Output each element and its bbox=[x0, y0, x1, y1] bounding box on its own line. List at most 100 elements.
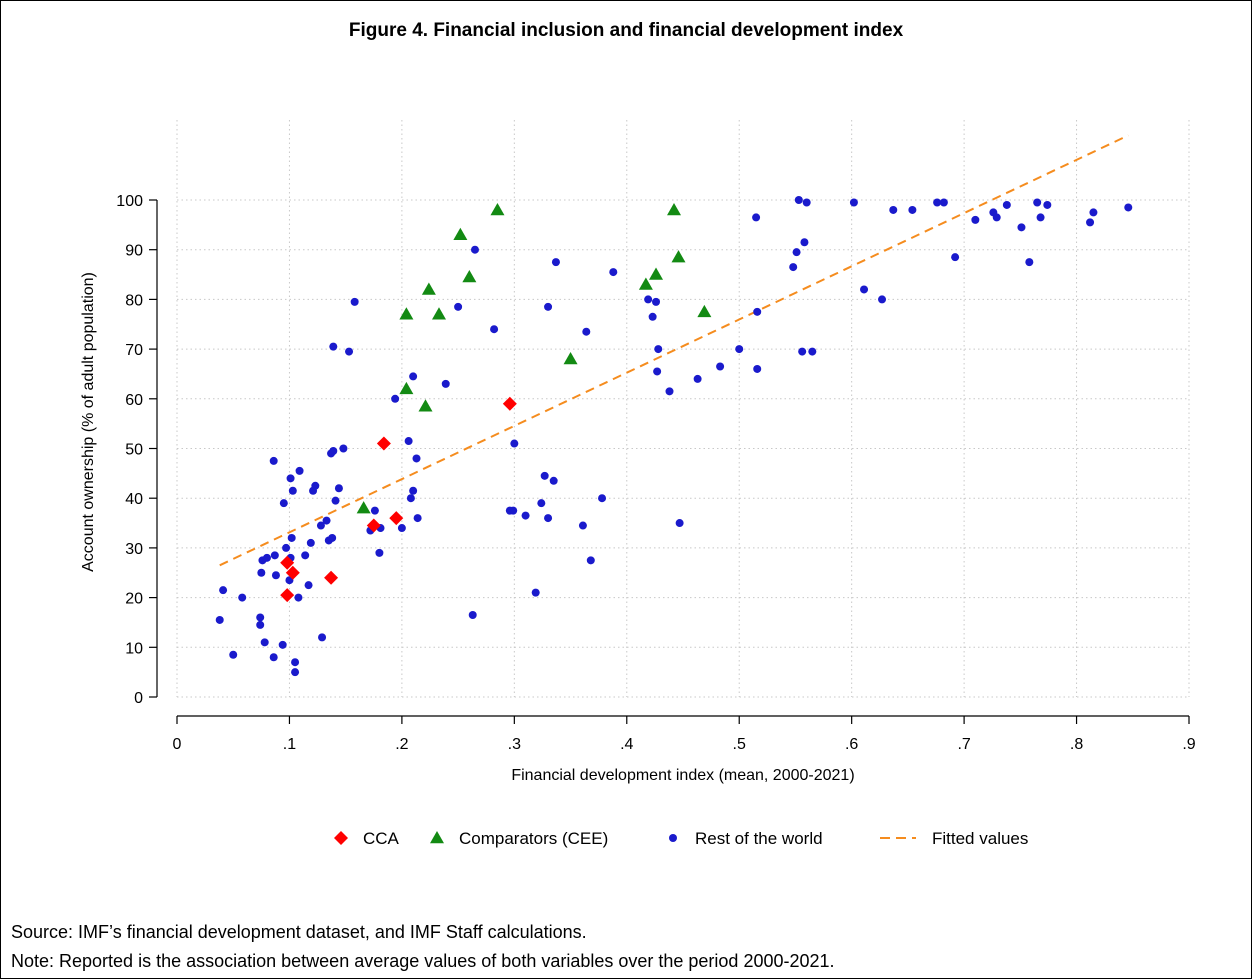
point-rest bbox=[291, 668, 300, 677]
point-rest bbox=[370, 506, 379, 515]
point-rest bbox=[238, 593, 247, 602]
point-rest bbox=[939, 198, 948, 207]
point-rest bbox=[331, 496, 340, 505]
point-rest bbox=[800, 238, 809, 247]
point-rest bbox=[860, 285, 869, 294]
axes-layer: 0 .1 .2 .3 .4 .5 .6 .7 .8 .9 0 10 20 30 40 50 60 70 80 90 10… bbox=[116, 193, 1195, 753]
point-rest bbox=[889, 205, 898, 214]
point-rest bbox=[350, 297, 359, 306]
point-rest bbox=[316, 521, 325, 530]
legend-label: Rest of the world bbox=[695, 829, 823, 848]
point-rest bbox=[397, 524, 406, 533]
point-rest bbox=[1017, 223, 1026, 232]
point-rest bbox=[1124, 203, 1133, 212]
point-rest bbox=[470, 245, 479, 254]
point-rest bbox=[531, 588, 540, 597]
point-rest bbox=[537, 499, 546, 508]
point-rest bbox=[311, 481, 320, 490]
y-tick-label: 70 bbox=[125, 342, 143, 359]
point-cee bbox=[671, 250, 686, 263]
point-rest bbox=[215, 615, 224, 624]
point-cee bbox=[563, 352, 578, 365]
point-cee bbox=[399, 307, 414, 320]
point-rest bbox=[271, 571, 280, 580]
y-tick-label: 80 bbox=[125, 292, 143, 309]
x-tick-label: .2 bbox=[395, 736, 408, 753]
point-rest bbox=[257, 568, 266, 577]
point-rest bbox=[322, 516, 331, 525]
point-cee bbox=[418, 399, 433, 412]
point-rest bbox=[278, 640, 287, 649]
point-rest bbox=[992, 213, 1001, 222]
x-tick-label: .1 bbox=[283, 736, 296, 753]
point-rest bbox=[269, 456, 278, 465]
point-cca bbox=[376, 436, 391, 451]
point-rest bbox=[279, 499, 288, 508]
point-rest bbox=[540, 471, 549, 480]
point-rest bbox=[256, 613, 265, 622]
point-rest bbox=[582, 327, 591, 336]
point-rest bbox=[549, 476, 558, 485]
point-rest bbox=[792, 248, 801, 257]
point-rest bbox=[454, 302, 463, 311]
point-rest bbox=[412, 454, 421, 463]
y-tick-label: 20 bbox=[125, 591, 143, 608]
point-rest bbox=[301, 551, 310, 560]
point-rest bbox=[295, 466, 304, 475]
point-rest bbox=[794, 196, 803, 204]
x-tick-label: .5 bbox=[733, 736, 746, 753]
point-rest bbox=[409, 486, 418, 495]
point-rest bbox=[908, 205, 917, 214]
x-axis-title: Financial development index (mean, 2000-… bbox=[511, 767, 854, 784]
point-rest bbox=[753, 364, 762, 373]
point-rest bbox=[849, 198, 858, 207]
point-rest bbox=[648, 312, 657, 321]
point-rest bbox=[282, 543, 291, 552]
legend-key bbox=[430, 831, 444, 844]
point-rest bbox=[798, 347, 807, 356]
point-rest bbox=[808, 347, 817, 356]
point-rest bbox=[752, 213, 761, 222]
y-axis-title: Account ownership (% of adult population… bbox=[80, 272, 97, 572]
point-rest bbox=[375, 548, 384, 557]
point-rest bbox=[490, 325, 499, 334]
point-rest bbox=[789, 263, 798, 272]
point-rest bbox=[1033, 198, 1042, 207]
y-tick-label: 90 bbox=[125, 243, 143, 260]
point-rest bbox=[933, 198, 942, 207]
legend-label: Fitted values bbox=[932, 829, 1028, 848]
point-rest bbox=[971, 215, 980, 224]
point-cee bbox=[453, 227, 468, 241]
point-rest bbox=[802, 198, 811, 207]
fitted-line bbox=[219, 134, 1129, 567]
point-rest bbox=[304, 581, 313, 590]
point-cee bbox=[638, 277, 653, 290]
point-rest bbox=[693, 374, 702, 383]
point-rest bbox=[391, 394, 400, 403]
point-rest bbox=[1089, 208, 1098, 217]
point-cca bbox=[389, 511, 404, 526]
x-tick-label: .6 bbox=[845, 736, 858, 753]
point-cee bbox=[356, 501, 371, 514]
point-rest bbox=[716, 362, 725, 371]
x-tick-label: .9 bbox=[1182, 736, 1195, 753]
point-rest bbox=[318, 633, 327, 642]
figure-title: Figure 4. Financial inclusion and financ… bbox=[348, 20, 904, 41]
y-tick-label: 60 bbox=[125, 392, 143, 409]
point-rest bbox=[652, 297, 661, 306]
point-rest bbox=[1036, 213, 1045, 222]
legend-key bbox=[334, 831, 348, 845]
x-tick-label: 0 bbox=[173, 736, 182, 753]
point-cca bbox=[280, 555, 295, 570]
point-rest bbox=[598, 494, 607, 503]
point-rest bbox=[1025, 258, 1034, 267]
point-rest bbox=[345, 347, 354, 356]
point-rest bbox=[509, 506, 518, 515]
point-cca bbox=[366, 518, 381, 533]
point-rest bbox=[665, 387, 674, 396]
point-rest bbox=[644, 295, 653, 304]
point-rest bbox=[406, 494, 415, 503]
y-tick-label: 100 bbox=[116, 193, 143, 210]
points-layer bbox=[215, 196, 1133, 677]
